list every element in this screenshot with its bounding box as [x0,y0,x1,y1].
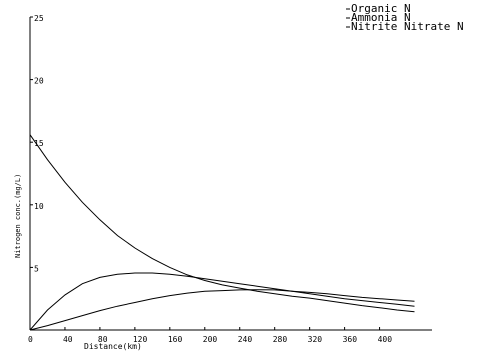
x-tick-label: 400 [378,335,393,344]
x-tick-label: 240 [238,335,253,344]
legend-label: Ammonia N [351,11,411,24]
x-tick-label: 320 [308,335,323,344]
series-line [29,134,415,313]
series-layer [29,134,415,331]
x-tick-label: 160 [168,335,183,344]
legend-label: Nitrite Nitrate N [351,20,464,33]
x-tick-label: 80 [98,335,108,344]
y-tick-label: 20 [34,77,44,86]
axes-layer: 0 40 80 120 160 200 240 280 320 360 400 5 10 15 20 25 [28,14,432,344]
series-line [29,272,415,331]
series-line [29,289,415,331]
x-axis-title: Distance(km) [84,342,142,351]
y-tick-label: 15 [34,139,44,148]
x-tick-label: 280 [273,335,288,344]
legend-label: Organic N [351,2,411,15]
x-tick-label: 120 [133,335,148,344]
y-tick-label: 10 [34,202,44,211]
x-tick-label: 360 [343,335,358,344]
x-tick-label: 200 [203,335,218,344]
y-axis-title: Nitrogen conc.(mg/L) [14,174,22,258]
x-tick-label: 40 [63,335,73,344]
x-tick-label: 0 [28,335,33,344]
y-tick-label: 25 [34,14,44,23]
y-tick-label: 5 [34,264,39,273]
